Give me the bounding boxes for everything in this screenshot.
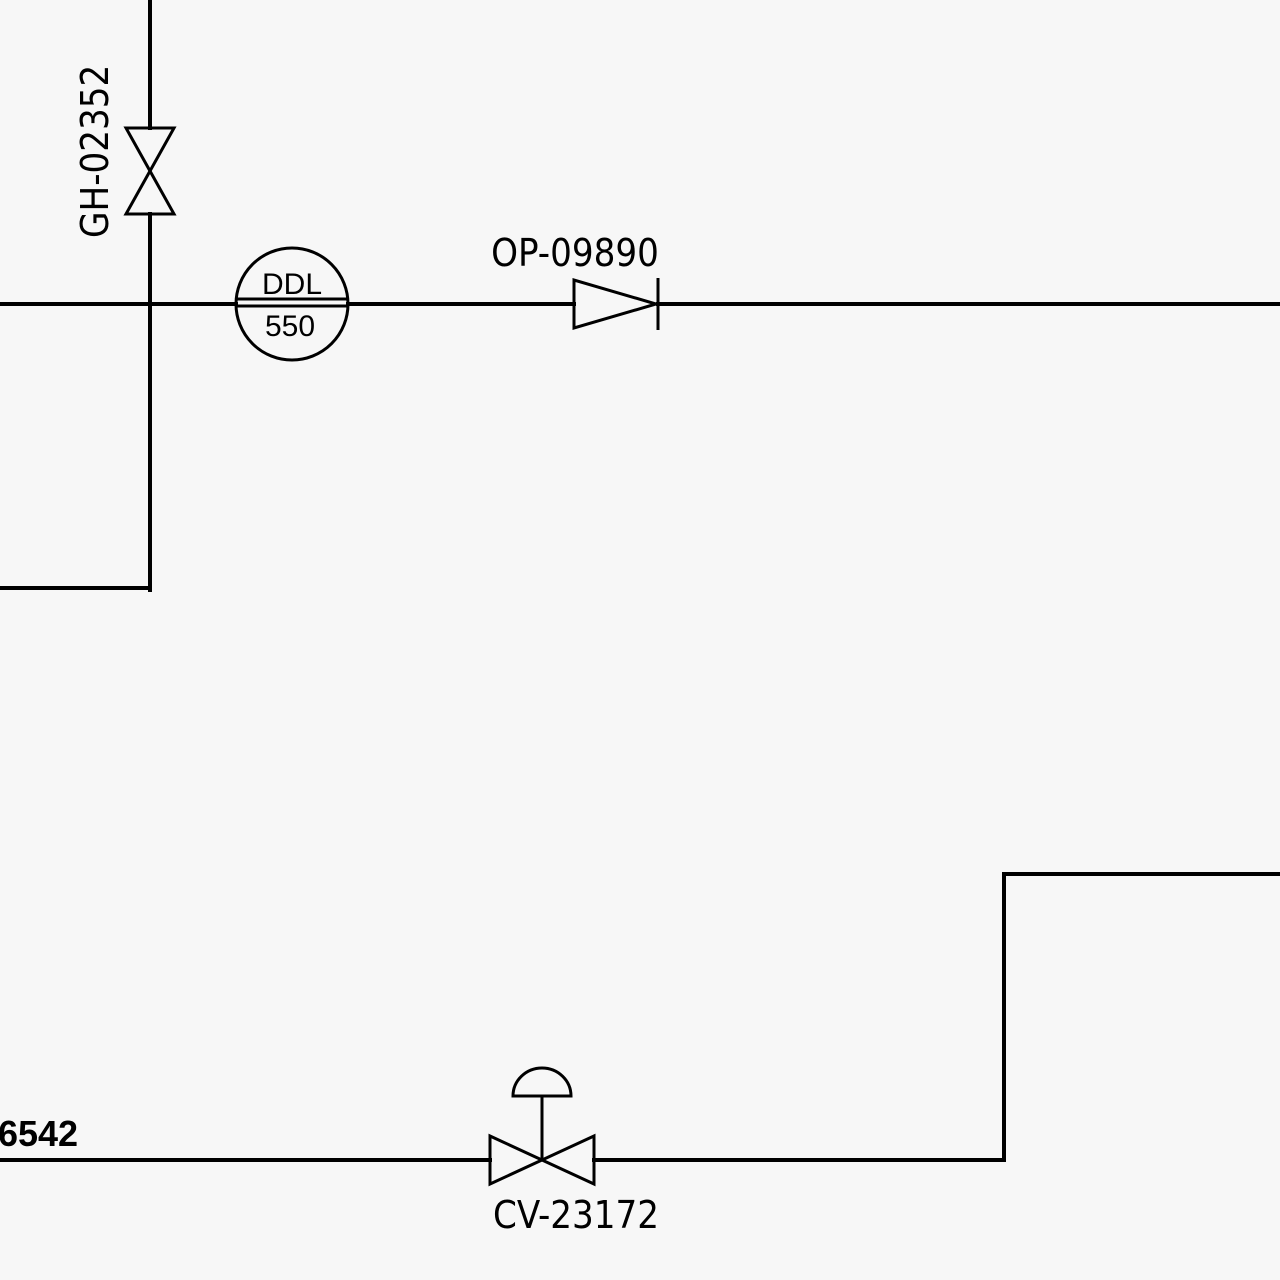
upper-piping [0, 0, 1280, 592]
lower-piping [0, 872, 1280, 1162]
check-valve-icon[interactable] [572, 277, 662, 331]
diaphragm-actuator-icon [511, 1066, 573, 1098]
gate-valve-tag-label: GH-02352 [73, 65, 117, 238]
instrument-loop-number-label: 550 [265, 310, 315, 343]
control-valve-icon[interactable] [488, 1066, 596, 1187]
control-valve-tag-label: CV-23172 [493, 1193, 659, 1237]
line-id-label: -6542 [0, 1113, 78, 1154]
gate-valve-icon[interactable] [123, 126, 177, 216]
instrument-bubble-icon[interactable]: DDL 550 [234, 246, 350, 362]
lower-pipe-right [592, 872, 1280, 1162]
check-valve-tag-label: OP-09890 [491, 231, 659, 275]
instrument-function-label: DDL [262, 268, 322, 301]
